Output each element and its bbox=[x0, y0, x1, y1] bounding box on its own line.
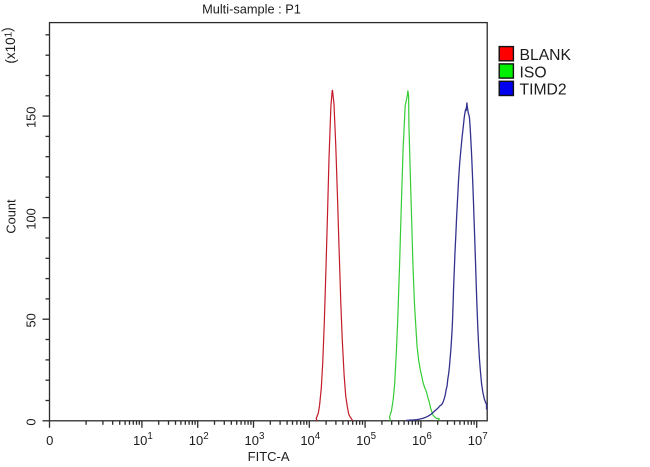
svg-text:FITC-A: FITC-A bbox=[248, 449, 290, 464]
svg-text:TIMD2: TIMD2 bbox=[520, 82, 567, 99]
svg-text:(x101): (x101) bbox=[0, 27, 18, 63]
svg-text:ISO: ISO bbox=[520, 64, 547, 81]
svg-text:50: 50 bbox=[24, 313, 39, 327]
svg-text:0: 0 bbox=[46, 433, 53, 448]
svg-text:100: 100 bbox=[24, 208, 39, 229]
svg-text:BLANK: BLANK bbox=[520, 47, 572, 64]
svg-text:Multi-sample : P1: Multi-sample : P1 bbox=[202, 1, 301, 16]
svg-text:150: 150 bbox=[24, 107, 39, 128]
svg-text:0: 0 bbox=[24, 418, 39, 425]
svg-text:Count: Count bbox=[4, 199, 19, 234]
